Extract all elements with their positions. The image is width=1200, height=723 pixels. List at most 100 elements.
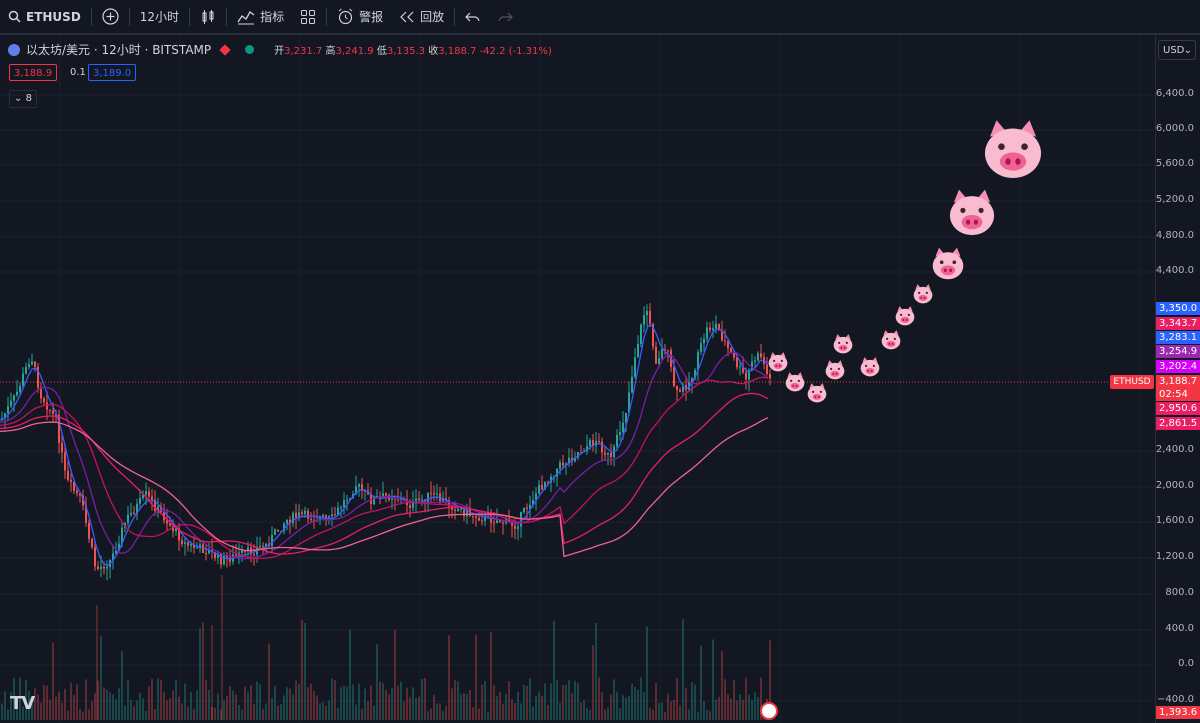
tradingview-logo[interactable]: TV (10, 693, 35, 714)
candle-body (742, 366, 744, 373)
y-tick-label: 1,200.0 (1155, 551, 1194, 562)
layout-button[interactable] (292, 0, 324, 33)
volume-bar (61, 702, 63, 720)
volume-bar (313, 691, 315, 720)
candle-body (181, 540, 183, 544)
y-tick-label: 6,000.0 (1155, 123, 1194, 134)
volume-bar (268, 643, 270, 720)
volume-bar (472, 707, 474, 720)
candle-body (544, 482, 546, 490)
volume-bar (754, 692, 756, 720)
candle-body (25, 366, 27, 374)
candle-body (382, 493, 384, 497)
indicator-collapse-toggle[interactable]: ⌄ 8 (9, 90, 37, 108)
candle-body (661, 349, 663, 359)
pig-emoji (767, 351, 789, 376)
replay-button[interactable]: 回放 (391, 0, 452, 33)
candle-body (70, 479, 72, 482)
volume-bar (166, 700, 168, 720)
candle-body (535, 493, 537, 500)
volume-bar (79, 708, 81, 720)
candle-body (127, 514, 129, 523)
candle-body (334, 514, 336, 516)
chart-legend: 以太坊/美元 · 12小时 · BITSTAMP 开3,231.7 高3,241… (8, 41, 552, 58)
candles-icon (202, 9, 214, 24)
volume-bar (682, 619, 684, 720)
volume-bar (280, 704, 282, 720)
indicators-button[interactable]: 指标 (229, 0, 292, 33)
candle-body (166, 520, 168, 524)
candle-body (286, 519, 288, 524)
redo-button[interactable] (489, 0, 521, 33)
volume-bar (697, 711, 699, 720)
candle-body (679, 389, 681, 392)
pig-emoji (824, 359, 846, 384)
candle-body (4, 413, 6, 419)
volume-bar (748, 694, 750, 720)
chart-type-button[interactable] (192, 0, 224, 33)
volume-bar (598, 677, 600, 720)
symbol-search[interactable]: ETHUSD (0, 0, 89, 33)
candle-body (112, 553, 114, 561)
candle-body (460, 508, 462, 510)
pig-emoji (894, 305, 916, 330)
y-tick-label: 0.0 (1178, 658, 1194, 669)
ohlc-values: 开3,231.7 高3,241.9 低3,135.3 收3,188.7 -42.… (274, 46, 552, 57)
volume-bar (337, 707, 339, 720)
candle-body (493, 522, 495, 524)
buy-price-button[interactable]: 3,189.0 (88, 64, 137, 81)
volume-bar (622, 695, 624, 720)
volume-bar (409, 697, 411, 720)
volume-bar (232, 690, 234, 720)
volume-bar (205, 680, 207, 720)
candle-body (652, 323, 654, 347)
candle-body (130, 512, 132, 515)
candle-body (22, 373, 24, 387)
candle-body (235, 554, 237, 556)
pig-emoji (980, 117, 1046, 186)
interval-button[interactable]: 12小时 (132, 0, 187, 33)
candle-body (301, 512, 303, 515)
alerts-label: 警报 (359, 10, 384, 24)
volume-bar (298, 684, 300, 720)
volume-bar (340, 687, 342, 720)
volume-bar (364, 688, 366, 720)
flag-icon[interactable] (760, 702, 778, 720)
candle-body (331, 514, 333, 517)
volume-bar (565, 684, 567, 720)
volume-bar (238, 704, 240, 720)
candle-body (448, 500, 450, 507)
candle-body (676, 386, 678, 390)
candle-body (349, 498, 351, 500)
alerts-button[interactable]: 警报 (329, 0, 391, 33)
volume-bar (127, 680, 129, 720)
sell-price-button[interactable]: 3,188.9 (9, 64, 58, 81)
compare-button[interactable] (94, 0, 127, 33)
volume-bar (106, 689, 108, 720)
volume-bar (757, 697, 759, 720)
candle-body (292, 512, 294, 524)
volume-bar (532, 706, 534, 720)
volume-bar (520, 703, 522, 720)
candle-body (187, 542, 189, 546)
candle-body (451, 506, 453, 510)
chart-canvas[interactable] (0, 35, 1155, 723)
currency-select[interactable]: USD ⌄ (1158, 40, 1196, 60)
candle-body (82, 495, 84, 506)
volume-bar (91, 701, 93, 720)
price-tag: 2,950.6 (1156, 402, 1200, 415)
candle-body (16, 391, 18, 396)
volume-bar (727, 694, 729, 720)
candle-body (139, 498, 141, 504)
candle-body (499, 520, 501, 523)
volume-bar (646, 626, 648, 720)
volume-bar (568, 680, 570, 720)
undo-button[interactable] (457, 0, 489, 33)
candle-body (205, 552, 207, 554)
candle-body (739, 366, 741, 368)
candle-body (304, 510, 306, 515)
candle-body (58, 415, 60, 443)
volume-bar (343, 685, 345, 720)
volume-bar (469, 690, 471, 720)
candle-body (730, 348, 732, 354)
